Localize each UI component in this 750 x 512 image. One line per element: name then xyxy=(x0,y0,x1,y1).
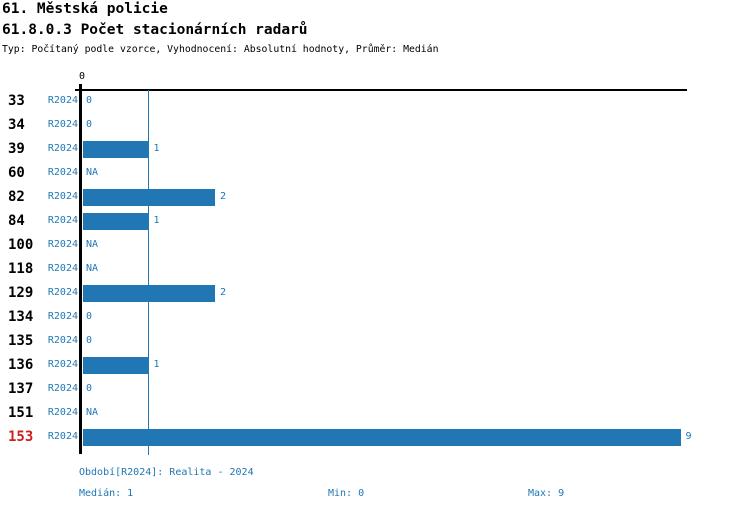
series-label: R2024 xyxy=(47,407,78,418)
category-label: 33 xyxy=(8,93,25,109)
page-title: 61. Městská policie xyxy=(2,1,168,17)
series-label: R2024 xyxy=(47,191,78,202)
category-label: 60 xyxy=(8,165,25,181)
series-label: R2024 xyxy=(47,287,78,298)
value-bar xyxy=(83,213,149,230)
x-axis-zero-tick-label: 0 xyxy=(78,71,86,82)
series-label: R2024 xyxy=(47,239,78,250)
value-label: 1 xyxy=(153,143,160,154)
median-line xyxy=(147,90,149,455)
value-label: 2 xyxy=(220,191,227,202)
value-bar xyxy=(83,141,149,158)
value-label: 1 xyxy=(153,215,160,226)
category-label: 135 xyxy=(8,333,34,349)
category-label: 153 xyxy=(8,429,34,445)
category-label: 100 xyxy=(8,237,34,253)
footer-median-label: Medián: 1 xyxy=(79,488,134,499)
category-label: 118 xyxy=(8,261,34,277)
category-label: 137 xyxy=(8,381,34,397)
series-label: R2024 xyxy=(47,119,78,130)
series-label: R2024 xyxy=(47,95,78,106)
footer-min-label: Min: 0 xyxy=(328,488,365,499)
value-label: 9 xyxy=(685,431,692,442)
footer-period-label: Období[R2024]: Realita - 2024 xyxy=(79,467,254,478)
category-label: 151 xyxy=(8,405,34,421)
category-label: 134 xyxy=(8,309,34,325)
value-label: NA xyxy=(86,239,99,250)
value-bar xyxy=(83,357,149,374)
value-label: NA xyxy=(86,407,99,418)
value-label: 0 xyxy=(86,335,93,346)
category-label: 34 xyxy=(8,117,25,133)
x-axis-line xyxy=(75,89,687,91)
value-label: 0 xyxy=(86,311,93,322)
value-bar xyxy=(83,285,215,302)
category-label: 82 xyxy=(8,189,25,205)
chart-subtitle: 61.8.0.3 Počet stacionárních radarů xyxy=(2,22,308,38)
series-label: R2024 xyxy=(47,383,78,394)
series-label: R2024 xyxy=(47,311,78,322)
value-label: NA xyxy=(86,167,99,178)
value-label: 2 xyxy=(220,287,227,298)
value-label: 1 xyxy=(153,359,160,370)
category-label: 39 xyxy=(8,141,25,157)
value-label: 0 xyxy=(86,119,93,130)
footer-max-label: Max: 9 xyxy=(528,488,565,499)
series-label: R2024 xyxy=(47,431,78,442)
series-label: R2024 xyxy=(47,263,78,274)
value-label: 0 xyxy=(86,383,93,394)
category-label: 129 xyxy=(8,285,34,301)
chart-meta-line: Typ: Počítaný podle vzorce, Vyhodnocení:… xyxy=(2,44,439,55)
category-label: 136 xyxy=(8,357,34,373)
series-label: R2024 xyxy=(47,167,78,178)
category-label: 84 xyxy=(8,213,25,229)
value-label: NA xyxy=(86,263,99,274)
series-label: R2024 xyxy=(47,143,78,154)
series-label: R2024 xyxy=(47,359,78,370)
value-bar xyxy=(83,189,215,206)
value-bar xyxy=(83,429,681,446)
series-label: R2024 xyxy=(47,215,78,226)
value-label: 0 xyxy=(86,95,93,106)
series-label: R2024 xyxy=(47,335,78,346)
y-axis-line xyxy=(79,84,82,454)
